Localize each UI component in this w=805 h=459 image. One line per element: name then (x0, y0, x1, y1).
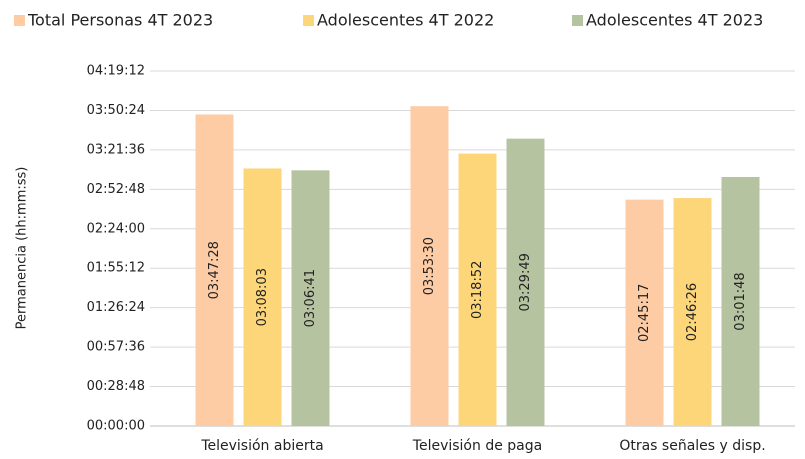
bar (410, 106, 449, 427)
value-label: 03:06:41 (303, 269, 318, 327)
legend-swatch (303, 15, 314, 26)
y-tick-label: 02:52:48 (87, 182, 145, 197)
bar (506, 138, 545, 426)
legend-label: Adolescentes 4T 2022 (317, 11, 494, 30)
bar (625, 199, 664, 426)
value-label: 03:18:52 (470, 261, 485, 319)
y-axis-label: Permanencia (hh:mm:ss) (15, 167, 30, 330)
y-tick-label: 01:26:24 (87, 300, 145, 315)
x-tick-label: Otras señales y disp. (619, 438, 765, 454)
legend-label: Total Personas 4T 2023 (27, 11, 213, 30)
value-label: 03:01:48 (733, 272, 748, 330)
y-tick-label: 03:21:36 (87, 142, 145, 157)
bar (673, 198, 712, 426)
y-tick-label: 00:57:36 (87, 340, 145, 355)
value-label: 03:47:28 (207, 241, 222, 299)
y-tick-label: 00:28:48 (87, 379, 145, 394)
bar (721, 177, 760, 426)
value-label: 02:46:26 (685, 283, 700, 341)
x-tick-label: Televisión de paga (412, 438, 542, 454)
y-tick-label: 01:55:12 (87, 261, 145, 276)
bar (195, 114, 234, 426)
legend-swatch (572, 15, 583, 26)
legend-swatch (14, 15, 25, 26)
value-label: 03:29:49 (518, 253, 533, 311)
value-label: 03:08:03 (255, 268, 270, 326)
y-tick-label: 04:19:12 (87, 64, 145, 79)
value-label: 03:53:30 (422, 237, 437, 295)
y-tick-label: 00:00:00 (87, 419, 145, 434)
legend-label: Adolescentes 4T 2023 (586, 11, 763, 30)
bar (291, 170, 330, 426)
bar (243, 168, 282, 426)
y-tick-label: 03:50:24 (87, 103, 145, 118)
value-label: 02:45:17 (637, 284, 652, 342)
y-tick-label: 02:24:00 (87, 221, 145, 236)
x-tick-label: Televisión abierta (200, 438, 323, 454)
bar (458, 153, 497, 427)
